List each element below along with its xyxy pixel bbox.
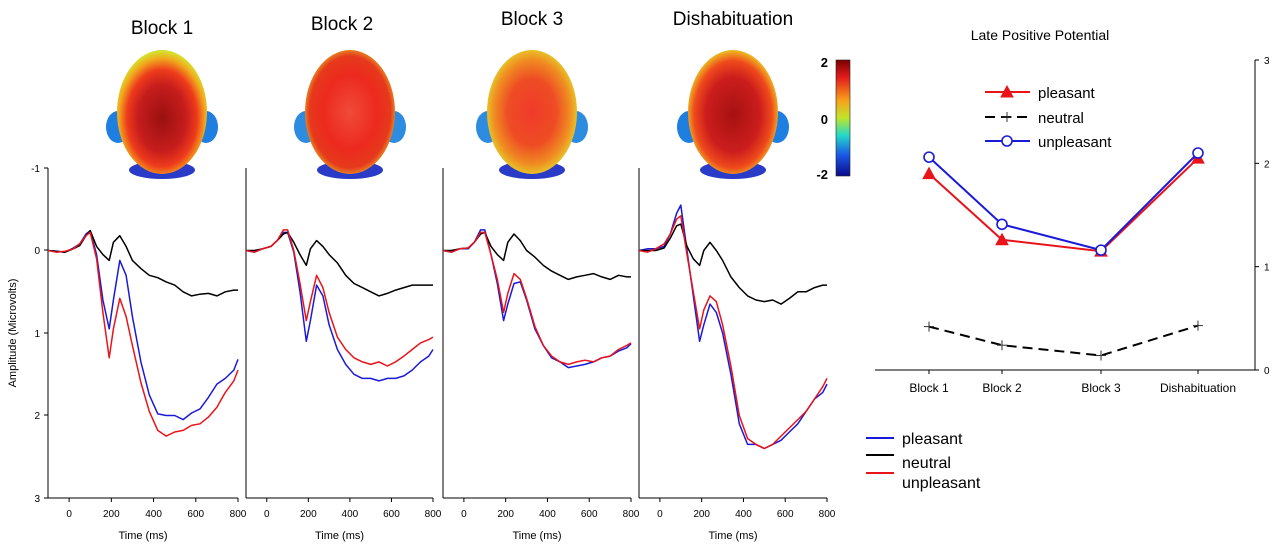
erp-title-dishabituation: Dishabituation — [673, 9, 793, 30]
lpp-point-unpleasant — [1001, 135, 1013, 147]
erp-x-axis-label: Time (ms) — [315, 530, 364, 542]
lpp-y-tick-label: 3 — [1264, 56, 1270, 67]
erp-x-axis-label: Time (ms) — [708, 530, 757, 542]
lpp-point-pleasant — [922, 166, 936, 180]
scalp-map-block-2 — [294, 50, 406, 179]
erp-x-tick-label: 400 — [145, 509, 162, 520]
erp-x-axis-label: Time (ms) — [512, 530, 561, 542]
erp-y-tick-label: 3 — [34, 494, 40, 505]
erp-series-unpleasant — [442, 231, 632, 366]
erp-x-tick-label: 600 — [383, 509, 400, 520]
lpp-point-neutral — [1002, 112, 1012, 122]
erp-y-tick-label: 1 — [34, 329, 40, 340]
scalp-map-dishabituation — [677, 50, 789, 179]
erp-x-axis-label: Time (ms) — [118, 530, 167, 542]
lpp-x-tick-label: Block 3 — [1081, 381, 1121, 395]
lpp-chart: Late Positive Potential pleasant neutral u… — [875, 27, 1270, 395]
erp-x-tick-label: 0 — [66, 509, 72, 520]
scalp-map-block-1 — [106, 50, 218, 179]
colorbar: 2 0 -2 — [816, 55, 851, 182]
lpp-y-tick-label: 1 — [1264, 263, 1270, 274]
erp-series-neutral — [639, 223, 827, 305]
erp-x-tick-label: 0 — [264, 509, 270, 520]
erp-series-neutral — [246, 231, 433, 297]
erp-x-tick-label: 600 — [777, 509, 794, 520]
erp-y-tick-label: 2 — [34, 411, 40, 422]
erp-x-tick-label: 200 — [103, 509, 120, 520]
erp-x-tick-label: 400 — [342, 509, 359, 520]
lpp-y-tick-label: 0 — [1264, 366, 1270, 377]
erp-series-unpleasant — [638, 215, 828, 450]
erp-series-unpleasant — [47, 231, 239, 437]
scalp-map-block-3 — [476, 50, 588, 179]
erp-legend: pleasant neutral unpleasant — [866, 431, 981, 492]
erp-series-neutral — [443, 231, 631, 281]
erp-y-axis-label: Amplitude (Microvolts) — [7, 279, 19, 388]
erp-panel-block-3: 0 200 400 600 800 Time (ms) — [442, 168, 640, 542]
erp-panel-dishabituation: 0 200 400 600 800 Time (ms) — [638, 168, 836, 542]
lpp-x-tick-label: Block 2 — [982, 381, 1022, 395]
lpp-point-pleasant — [1000, 84, 1014, 98]
erp-x-tick-label: 0 — [657, 509, 663, 520]
colorbar-tick-max: 2 — [821, 55, 828, 70]
colorbar-tick-mid: 0 — [821, 112, 828, 127]
erp-series-neutral — [47, 229, 238, 297]
erp-legend-label-unpleasant: unpleasant — [902, 475, 981, 492]
lpp-legend-label-neutral: neutral — [1038, 110, 1084, 127]
erp-x-tick-label: 600 — [581, 509, 598, 520]
erp-x-tick-label: 400 — [539, 509, 556, 520]
lpp-series-neutral — [928, 324, 1199, 357]
lpp-point-unpleasant — [996, 218, 1008, 231]
erp-x-tick-label: 0 — [461, 509, 467, 520]
erp-series-pleasant — [442, 229, 632, 369]
erp-x-tick-label: 400 — [735, 509, 752, 520]
erp-x-tick-label: 200 — [497, 509, 514, 520]
erp-legend-label-neutral: neutral — [902, 455, 951, 472]
erp-y-tick-label: 0 — [34, 246, 40, 257]
lpp-series-pleasant — [928, 157, 1199, 253]
erp-title-block-2: Block 2 — [311, 14, 373, 35]
erp-x-tick-label: 800 — [230, 509, 247, 520]
erp-series-pleasant — [245, 231, 434, 382]
lpp-title: Late Positive Potential — [971, 27, 1110, 43]
lpp-legend-label-unpleasant: unpleasant — [1038, 134, 1112, 151]
erp-legend-label-pleasant: pleasant — [902, 431, 963, 448]
lpp-point-unpleasant — [1192, 147, 1204, 159]
lpp-point-neutral — [1193, 320, 1203, 331]
erp-series-unpleasant — [245, 229, 434, 367]
erp-y-tick-label: -1 — [31, 164, 40, 175]
lpp-point-unpleasant — [1095, 244, 1107, 256]
erp-x-tick-label: 800 — [819, 509, 836, 520]
erp-panel-block-2: 0 200 400 600 800 Time (ms) — [245, 168, 442, 542]
lpp-series-unpleasant — [928, 152, 1199, 252]
erp-x-tick-label: 200 — [693, 509, 710, 520]
erp-title-block-1: Block 1 — [131, 18, 193, 39]
colorbar-gradient — [835, 59, 851, 177]
erp-x-tick-label: 800 — [425, 509, 442, 520]
colorbar-tick-min: -2 — [816, 167, 828, 182]
lpp-x-tick-label: Block 1 — [909, 381, 949, 395]
lpp-point-unpleasant — [923, 151, 935, 163]
erp-x-tick-label: 800 — [623, 509, 640, 520]
lpp-legend: pleasant neutral unpleasant — [985, 84, 1112, 151]
lpp-x-tick-label: Dishabituation — [1160, 381, 1236, 395]
erp-series-pleasant — [638, 204, 828, 450]
lpp-point-neutral — [924, 321, 934, 332]
erp-title-block-3: Block 3 — [501, 9, 563, 30]
lpp-point-pleasant — [995, 232, 1009, 246]
erp-y-axis: -1 0 1 2 3 Amplitude (Microvolts) — [7, 164, 49, 505]
lpp-y-tick-label: 2 — [1264, 159, 1270, 170]
lpp-point-neutral — [997, 340, 1007, 351]
erp-panel-block-1: 0 200 400 600 800 Time (ms) — [47, 229, 247, 542]
erp-x-tick-label: 600 — [187, 509, 204, 520]
lpp-point-neutral — [1096, 350, 1106, 361]
lpp-legend-label-pleasant: pleasant — [1038, 85, 1096, 102]
erp-x-tick-label: 200 — [300, 509, 317, 520]
